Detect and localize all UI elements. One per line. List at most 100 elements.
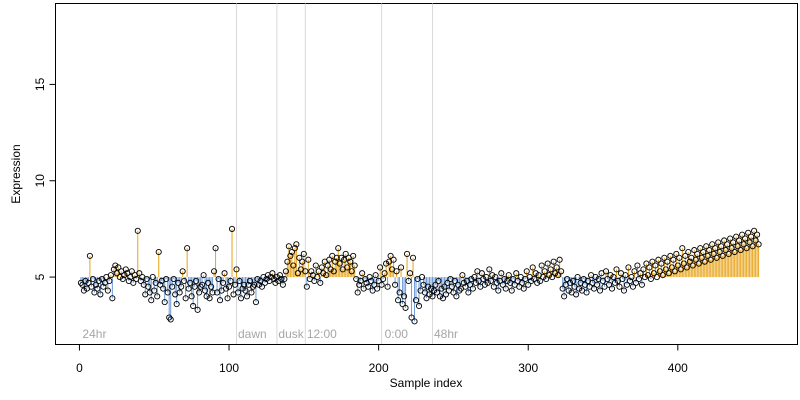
data-point (95, 277, 102, 284)
data-point (547, 266, 554, 273)
data-point (505, 272, 512, 279)
data-point (155, 248, 162, 256)
data-point (251, 281, 258, 288)
data-point (134, 227, 141, 234)
data-point (740, 241, 747, 248)
data-point (725, 250, 732, 258)
data-point (285, 243, 292, 250)
data-point (450, 289, 457, 296)
data-point (300, 250, 307, 258)
data-point (466, 281, 473, 288)
data-point (460, 279, 467, 286)
phase-lines (236, 3, 433, 345)
data-point (453, 293, 460, 300)
data-point (433, 289, 441, 296)
data-point (541, 268, 548, 275)
data-point (294, 270, 301, 277)
data-point (489, 272, 496, 279)
data-point (752, 237, 759, 244)
data-point (610, 274, 617, 281)
data-point (311, 277, 318, 284)
data-point (104, 287, 111, 294)
y-axis: 5 10 15 (33, 77, 56, 280)
data-point (631, 268, 638, 275)
data-point (408, 314, 415, 321)
data-point (112, 262, 119, 269)
data-point (483, 274, 490, 281)
data-point (233, 266, 240, 273)
data-point (492, 274, 499, 281)
data-point (130, 279, 137, 286)
data-point (291, 245, 298, 252)
data-point (387, 252, 394, 259)
data-point (384, 283, 391, 290)
data-point (731, 248, 738, 256)
data-point (742, 235, 749, 242)
data-point (109, 295, 116, 302)
data-point (706, 247, 713, 254)
data-point (481, 281, 488, 288)
data-point (377, 264, 384, 271)
data-point (225, 283, 233, 290)
data-point (184, 245, 191, 252)
data-points (77, 225, 762, 325)
data-point (288, 248, 295, 256)
data-point (619, 275, 626, 283)
data-point (737, 247, 744, 254)
data-point (396, 289, 403, 296)
data-point (206, 295, 213, 302)
data-point (317, 279, 324, 286)
data-point (255, 281, 263, 288)
data-point (749, 243, 756, 250)
data-point (661, 254, 668, 261)
data-point (115, 264, 122, 271)
data-point (673, 250, 680, 258)
data-point (381, 270, 388, 277)
x-tick-label: 0 (76, 361, 83, 375)
data-point (707, 256, 714, 263)
phase-label: dusk (278, 327, 304, 341)
data-point (439, 295, 447, 302)
data-point (498, 270, 505, 277)
data-point (441, 283, 448, 290)
data-point (628, 274, 635, 281)
data-point (664, 258, 671, 265)
data-point (411, 318, 418, 325)
data-point (668, 264, 675, 271)
data-point (299, 258, 306, 265)
data-point (486, 266, 493, 273)
data-point (284, 258, 291, 265)
data-point (745, 229, 752, 236)
data-point (368, 277, 375, 284)
data-point (166, 314, 173, 321)
data-point (721, 237, 728, 244)
data-point (490, 283, 497, 290)
data-point (248, 289, 255, 296)
data-point (552, 270, 559, 277)
data-point (202, 287, 209, 294)
data-point (415, 302, 423, 310)
data-point (697, 245, 704, 252)
data-point (208, 283, 215, 290)
data-point (549, 274, 556, 281)
phase-label: 12:00 (307, 327, 337, 341)
data-point (378, 281, 385, 288)
data-point (320, 270, 327, 277)
data-point (412, 297, 420, 304)
data-point (219, 279, 227, 286)
data-point (236, 277, 243, 284)
data-point (570, 277, 577, 284)
data-point (659, 272, 666, 279)
data-point (86, 252, 93, 259)
data-point (553, 264, 560, 271)
data-point (187, 279, 194, 286)
phase-label: 24hr (82, 327, 106, 341)
data-point (751, 227, 758, 234)
data-point (175, 279, 182, 286)
data-point (640, 266, 647, 273)
data-point (704, 252, 711, 259)
data-point (151, 287, 158, 294)
data-point (209, 289, 216, 296)
data-point (249, 283, 257, 290)
